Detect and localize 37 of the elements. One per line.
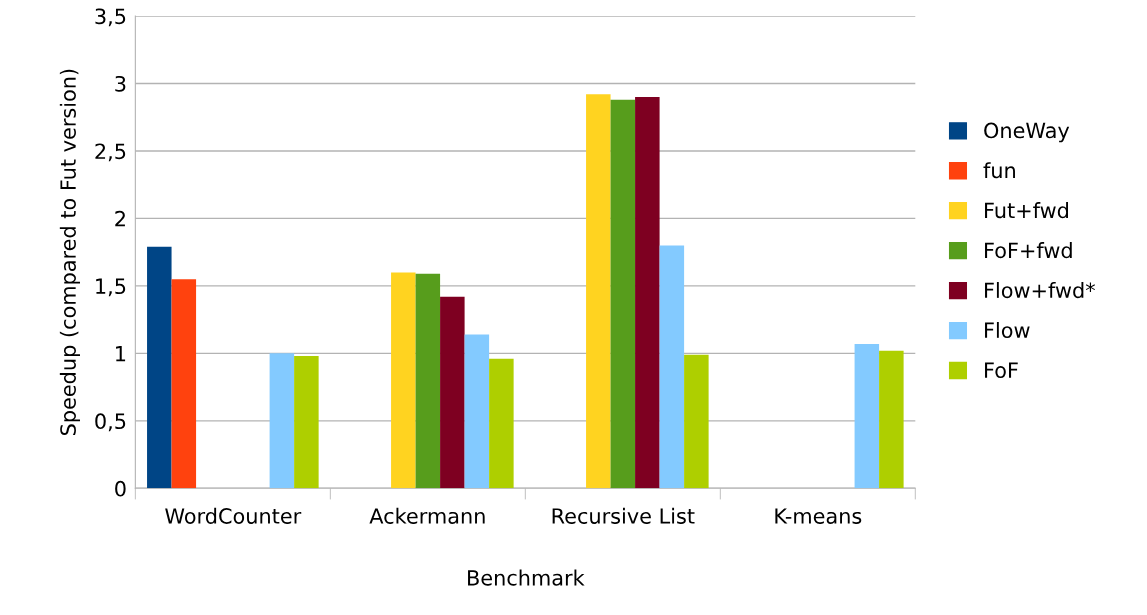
- bar: [269, 353, 295, 489]
- y-tick-label: 3: [115, 75, 126, 92]
- bar: [489, 358, 514, 489]
- legend-label: fun: [983, 162, 1015, 179]
- y-axis-title: Speedup (compared to Fut version): [59, 69, 80, 436]
- bar: [171, 279, 197, 489]
- legend-label: Flow+fwd*: [985, 282, 1096, 299]
- y-tick-label: 0: [115, 480, 126, 497]
- x-tick-label: K-means: [775, 508, 862, 524]
- y-tick-label: 0,5: [95, 413, 126, 432]
- legend-label: FoF+fwd: [985, 242, 1072, 259]
- bar: [586, 94, 611, 489]
- bar: [147, 246, 172, 489]
- legend-label: OneWay: [984, 122, 1070, 143]
- x-tick-label: Recursive List: [552, 507, 695, 524]
- bar: [635, 96, 660, 489]
- bar: [854, 343, 880, 489]
- bar: [464, 334, 490, 489]
- bar: [610, 99, 636, 489]
- legend-label: Fut+fwd: [985, 202, 1068, 219]
- x-axis-title: Benchmark: [468, 569, 585, 586]
- y-tick-label: 1: [116, 346, 126, 362]
- y-tick-label: 2: [115, 210, 125, 227]
- y-tick-label: 1,5: [96, 278, 126, 297]
- bar: [440, 296, 465, 489]
- bar: [415, 273, 441, 489]
- x-tick-label: Ackermann: [369, 507, 485, 524]
- legend-label: Flow: [985, 321, 1030, 339]
- y-tick-label: 3,5: [95, 8, 126, 27]
- bar: [684, 354, 709, 489]
- bar: [879, 350, 904, 489]
- y-tick-label: 2,5: [95, 143, 126, 162]
- legend-label: FoF: [985, 362, 1018, 379]
- x-tick-label: WordCounter: [165, 507, 302, 524]
- bar: [294, 356, 319, 489]
- bar: [391, 272, 416, 489]
- bar: [659, 245, 685, 489]
